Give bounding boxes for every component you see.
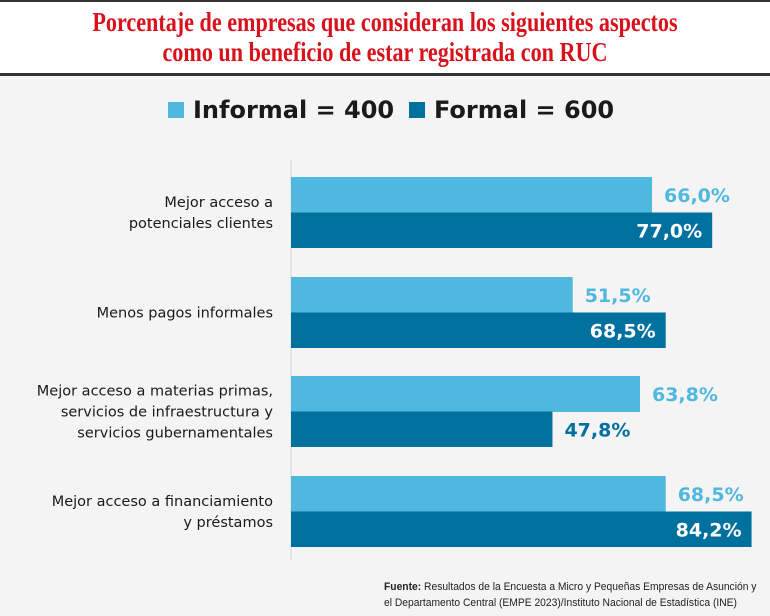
legend-swatch-formal	[409, 102, 425, 118]
data-label-informal: 51,5%	[585, 285, 651, 307]
data-label-formal: 77,0%	[636, 220, 702, 242]
source-note: Fuente: Resultados de la Encuesta a Micr…	[384, 579, 756, 611]
category-label: Menos pagos informales	[97, 306, 273, 322]
source-label: Fuente:	[384, 581, 422, 593]
legend-label-informal: Informal = 400	[193, 96, 395, 124]
legend-label-formal: Formal = 600	[434, 96, 615, 124]
data-label-informal: 63,8%	[652, 384, 718, 406]
bar-informal	[291, 376, 640, 412]
source-text-line-1: Resultados de la Encuesta a Micro y Pequ…	[424, 581, 757, 593]
category-label: servicios de infraestructura y	[61, 405, 274, 421]
legend: Informal = 400 Formal = 600	[0, 96, 770, 128]
category-label: Mejor acceso a materias primas,	[37, 384, 273, 400]
legend-item-informal: Informal = 400	[168, 96, 394, 124]
bar-informal	[291, 277, 573, 313]
data-label-informal: 66,0%	[664, 185, 730, 207]
category-label: potenciales clientes	[129, 216, 273, 232]
category-label: Mejor acceso a	[164, 195, 273, 211]
legend-item-formal: Formal = 600	[409, 96, 614, 124]
bar-formal	[291, 511, 752, 547]
data-label-formal: 47,8%	[564, 419, 630, 441]
bar-informal	[291, 476, 666, 512]
data-label-informal: 68,5%	[678, 484, 744, 506]
chart-title-line-2: como un beneficio de estar registrada co…	[162, 37, 608, 67]
chart-title-line-1: Porcentaje de empresas que consideran lo…	[92, 7, 678, 37]
data-label-formal: 68,5%	[590, 320, 656, 342]
category-label: servicios gubernamentales	[77, 426, 273, 442]
title-banner: Porcentaje de empresas que consideran lo…	[0, 0, 770, 76]
bar-formal	[291, 411, 553, 447]
bar-formal	[291, 312, 666, 348]
legend-swatch-informal	[168, 102, 184, 118]
source-text-line-2: el Departamento Central (EMPE 2023)/Inst…	[384, 597, 737, 609]
category-label: y préstamos	[183, 515, 273, 531]
data-label-formal: 84,2%	[676, 519, 742, 541]
bar-formal	[291, 212, 713, 248]
bar-informal	[291, 177, 653, 213]
category-label: Mejor acceso a financiamiento	[52, 494, 273, 510]
